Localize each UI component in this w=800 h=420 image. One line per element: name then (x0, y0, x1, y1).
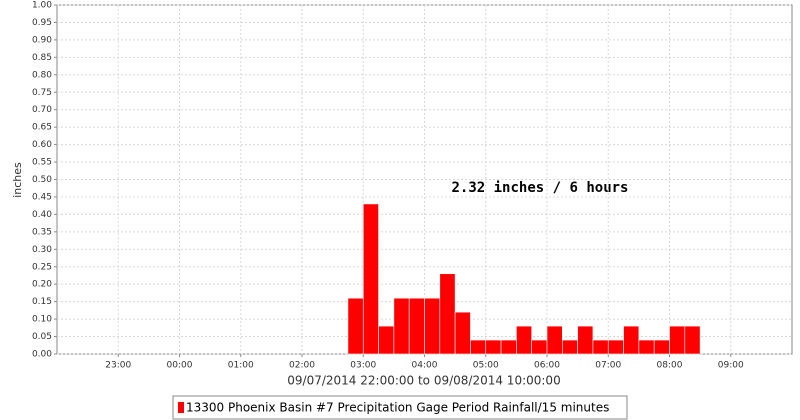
y-tick-label: 0.10 (32, 315, 52, 325)
y-tick-label: 0.75 (32, 88, 52, 98)
bar (516, 325, 532, 355)
y-tick-label: 0.40 (32, 210, 52, 220)
y-tick-label: 0.65 (32, 123, 52, 133)
bar (546, 325, 563, 355)
x-axis-label: 09/07/2014 22:00:00 to 09/08/2014 10:00:… (287, 374, 560, 388)
x-tick-label: 02:00 (289, 361, 315, 371)
bar (638, 339, 655, 355)
y-tick-label: 0.50 (32, 175, 52, 185)
bar (669, 325, 686, 355)
y-tick-label: 0.60 (32, 140, 52, 150)
x-tick-label: 00:00 (167, 361, 193, 371)
y-tick-label: 0.70 (32, 105, 52, 115)
x-tick-label: 04:00 (412, 361, 438, 371)
y-tick-label: 0.90 (32, 35, 52, 45)
y-tick-label: 1.00 (32, 1, 52, 11)
bar (347, 297, 364, 355)
bar (485, 339, 502, 355)
legend (172, 395, 628, 420)
bar (393, 297, 410, 355)
y-tick-label: 0.95 (32, 18, 52, 28)
bar (577, 325, 594, 355)
x-tick-label: 07:00 (595, 361, 621, 371)
bar (607, 339, 624, 355)
bar (684, 325, 701, 355)
bar (362, 203, 379, 355)
y-tick-label: 0.35 (32, 227, 52, 237)
x-tick-label: 01:00 (228, 361, 254, 371)
x-tick-label: 03:00 (350, 361, 376, 371)
y-tick-label: 0.00 (32, 350, 52, 360)
legend-swatch (178, 402, 184, 413)
y-tick-label: 0.85 (32, 53, 52, 63)
x-tick-label: 05:00 (473, 361, 499, 371)
x-tick-label: 23:00 (105, 361, 131, 371)
bar (408, 297, 425, 355)
bar (378, 325, 395, 355)
annotation: 2.32 inches / 6 hours (451, 180, 628, 196)
bar (623, 325, 640, 355)
y-tick-label: 0.25 (32, 262, 52, 272)
y-axis-label: inches (11, 162, 24, 198)
bar (653, 339, 670, 355)
y-tick-label: 0.30 (32, 245, 52, 255)
bar (454, 311, 471, 355)
x-tick-label: 08:00 (657, 361, 683, 371)
bar (439, 273, 456, 355)
bar (500, 339, 517, 355)
y-tick-label: 0.20 (32, 280, 52, 290)
y-tick-label: 0.15 (32, 297, 52, 307)
bar (562, 339, 578, 355)
bar (470, 339, 487, 355)
x-tick-label: 06:00 (534, 361, 560, 371)
bar (531, 339, 548, 355)
y-tick-label: 0.55 (32, 158, 52, 168)
y-tick-label: 0.80 (32, 70, 52, 80)
y-tick-label: 0.05 (32, 332, 52, 342)
legend-label: 13300 Phoenix Basin #7 Precipitation Gag… (186, 401, 609, 415)
bar (592, 339, 609, 355)
y-tick-label: 0.45 (32, 192, 52, 202)
x-tick-label: 09:00 (718, 361, 744, 371)
bar (424, 297, 441, 355)
